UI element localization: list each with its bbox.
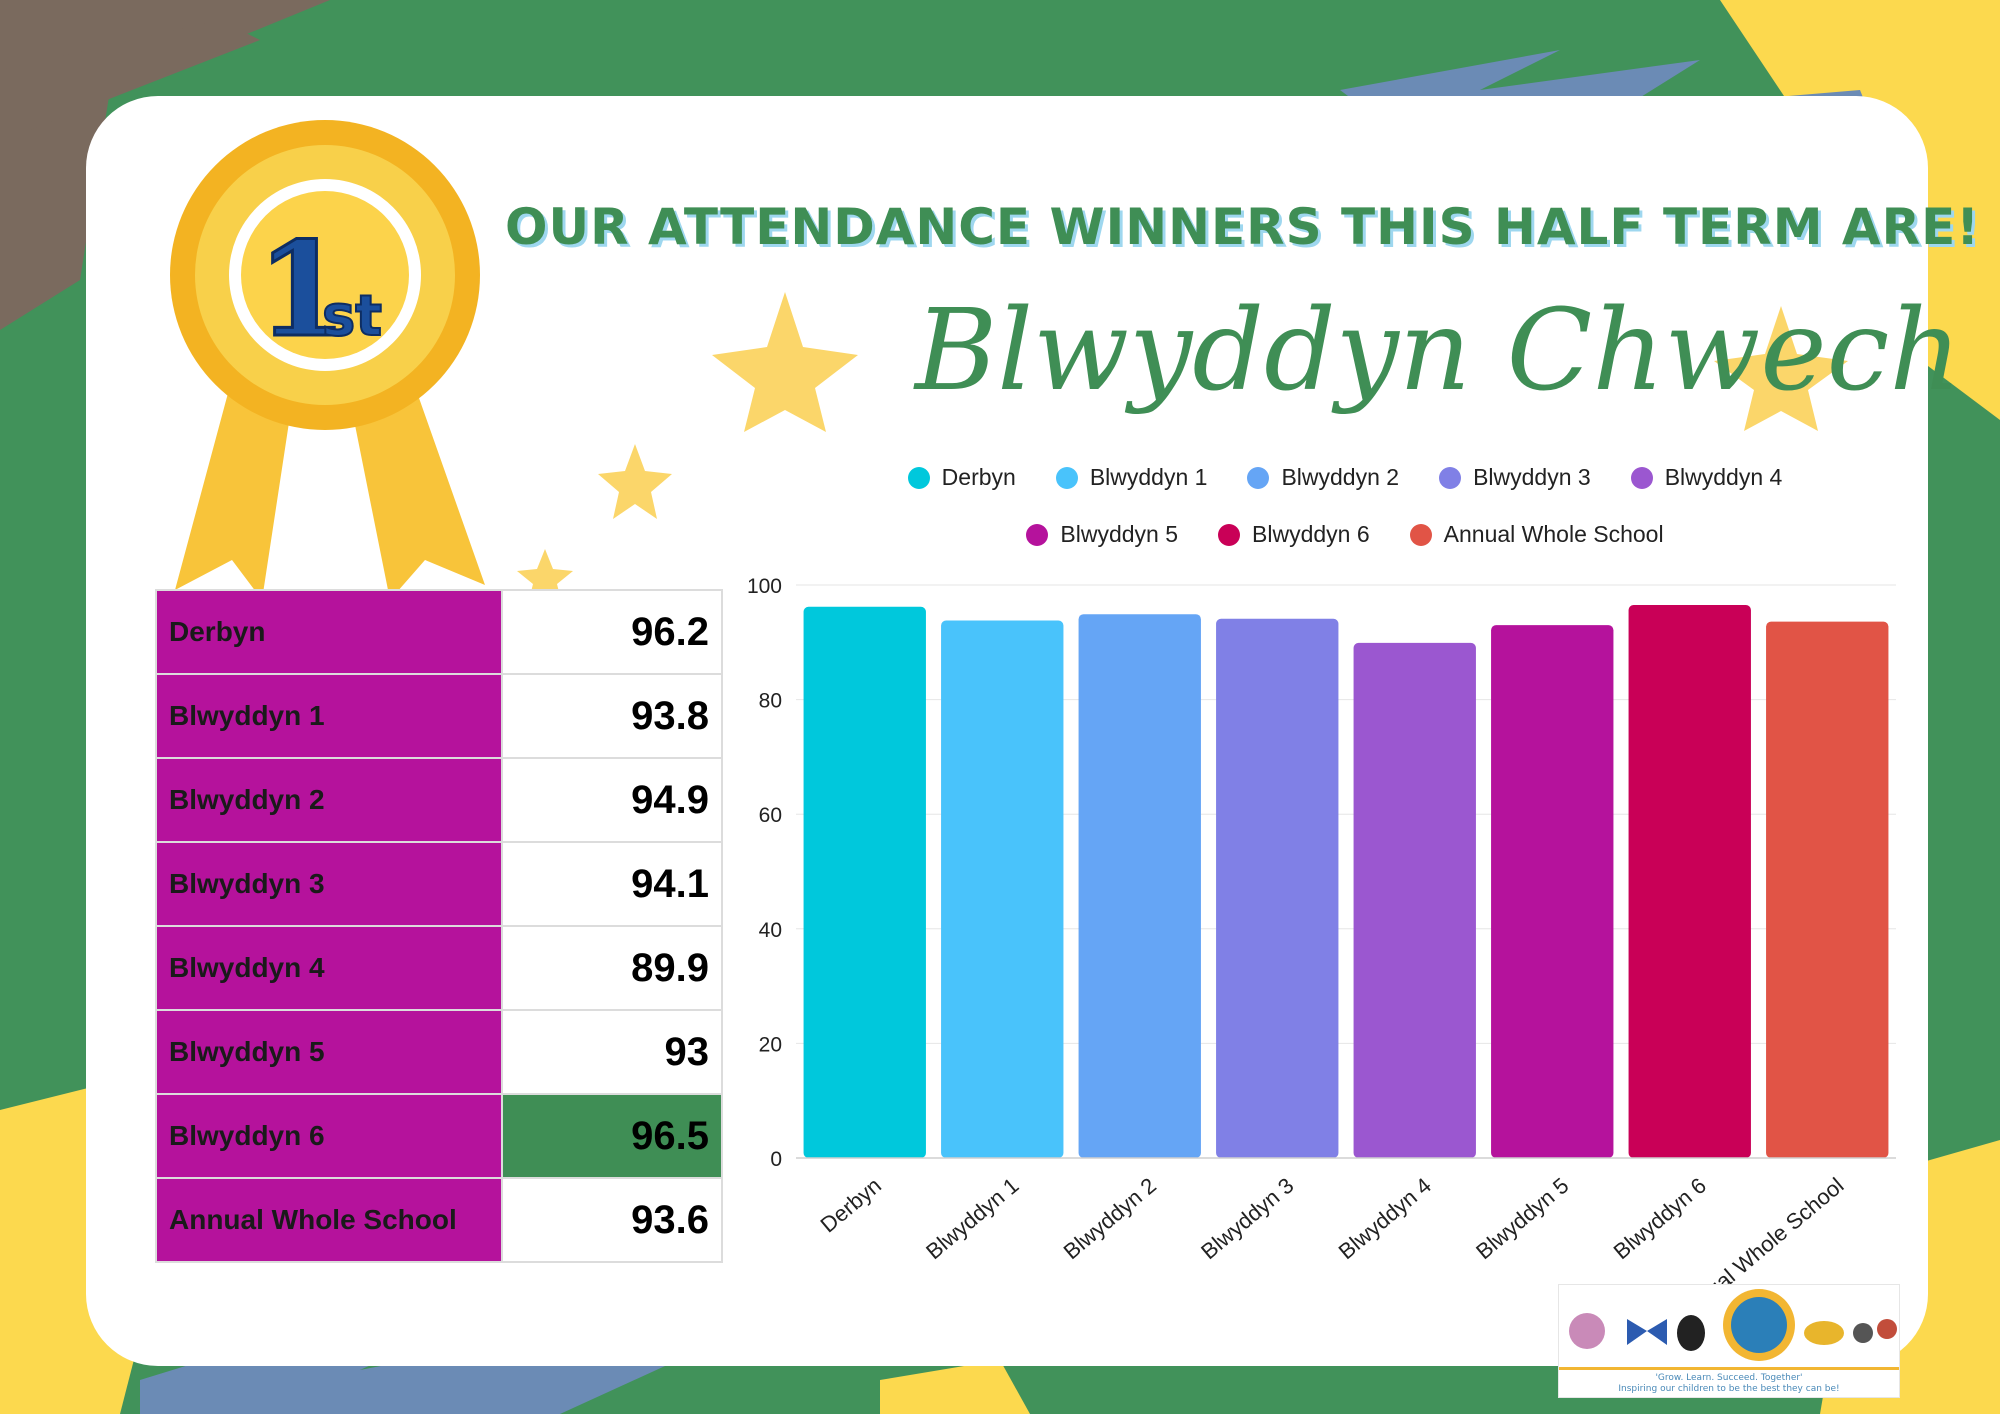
legend-item: Blwyddyn 2 bbox=[1247, 464, 1399, 491]
y-tick-label: 40 bbox=[759, 919, 782, 942]
legend-item: Blwyddyn 3 bbox=[1439, 464, 1591, 491]
legend-label: Blwyddyn 5 bbox=[1060, 521, 1179, 547]
logo-tagline: 'Grow. Learn. Succeed. Together' bbox=[1655, 1373, 1803, 1383]
y-tick-label: 80 bbox=[759, 690, 782, 713]
x-tick-label: Blwyddyn 6 bbox=[1609, 1173, 1711, 1264]
legend-swatch bbox=[1055, 466, 1078, 489]
headline: OUR ATTENDANCE WINNERS THIS HALF TERM AR… bbox=[505, 198, 1981, 256]
row-label: Derbyn bbox=[155, 589, 503, 675]
table-row: Blwyddyn 1 93.8 bbox=[155, 673, 723, 759]
bar bbox=[1353, 642, 1476, 1158]
row-label: Blwyddyn 2 bbox=[155, 757, 503, 843]
legend-swatch bbox=[907, 466, 930, 489]
legend-swatch bbox=[1409, 523, 1432, 546]
legend-label: Blwyddyn 4 bbox=[1664, 464, 1783, 490]
legend-item: Derbyn bbox=[907, 464, 1016, 491]
x-tick-label: Blwyddyn 3 bbox=[1196, 1173, 1298, 1264]
legend-item: Blwyddyn 1 bbox=[1055, 464, 1208, 491]
legend-item: Annual Whole School bbox=[1409, 521, 1664, 548]
row-label: Blwyddyn 1 bbox=[155, 673, 503, 759]
y-tick-label: 100 bbox=[747, 575, 782, 598]
row-label: Blwyddyn 5 bbox=[155, 1009, 503, 1095]
bar bbox=[1491, 625, 1614, 1158]
table-row: Blwyddyn 3 94.1 bbox=[155, 841, 723, 927]
winner-value: 96.5 bbox=[501, 1093, 723, 1179]
legend-label: Blwyddyn 1 bbox=[1089, 464, 1208, 490]
bar bbox=[1078, 614, 1201, 1158]
x-tick-label: Blwyddyn 1 bbox=[921, 1173, 1023, 1264]
bar bbox=[803, 606, 926, 1158]
x-tick-label: Blwyddyn 5 bbox=[1471, 1173, 1573, 1264]
row-value: 94.1 bbox=[501, 841, 723, 927]
x-tick-label: Blwyddyn 4 bbox=[1334, 1173, 1436, 1264]
legend-label: Annual Whole School bbox=[1443, 521, 1664, 547]
row-label: Blwyddyn 4 bbox=[155, 925, 503, 1011]
legend-label: Blwyddyn 6 bbox=[1252, 521, 1370, 547]
legend-item: Blwyddyn 6 bbox=[1218, 521, 1370, 548]
school-logo-icon bbox=[1559, 1289, 1899, 1370]
bar bbox=[1216, 618, 1339, 1158]
legend-item: Blwyddyn 4 bbox=[1630, 464, 1783, 491]
row-value: 93 bbox=[501, 1009, 723, 1095]
row-value: 94.9 bbox=[501, 757, 723, 843]
table-row: Blwyddyn 5 93 bbox=[155, 1009, 723, 1095]
legend-swatch bbox=[1439, 466, 1462, 489]
winner-title: Blwyddyn Chwech bbox=[915, 286, 1962, 416]
legend-swatch bbox=[1218, 523, 1241, 546]
school-logo-strip: 'Grow. Learn. Succeed. Together' Inspiri… bbox=[1558, 1284, 1900, 1398]
table-row: Blwyddyn 2 94.9 bbox=[155, 757, 723, 843]
attendance-table: Derbyn 96.2 Blwyddyn 1 93.8 Blwyddyn 2 94.9… bbox=[155, 589, 723, 1263]
table-row: Annual Whole School 93.6 bbox=[155, 1177, 723, 1263]
legend-label: Derbyn bbox=[941, 464, 1016, 490]
table-row: Derbyn 96.2 bbox=[155, 589, 723, 675]
bar bbox=[1766, 621, 1889, 1158]
legend-item: Blwyddyn 5 bbox=[1026, 521, 1178, 548]
row-value: 96.2 bbox=[501, 589, 723, 675]
logo-tagline-secondary: Inspiring our children to be the best th… bbox=[1618, 1384, 1840, 1394]
y-tick-label: 60 bbox=[759, 804, 782, 827]
x-tick-label: Blwyddyn 2 bbox=[1059, 1173, 1161, 1264]
table-row: Blwyddyn 6 96.5 bbox=[155, 1093, 723, 1179]
legend-label: Blwyddyn 2 bbox=[1281, 464, 1400, 490]
row-value: 93.6 bbox=[501, 1177, 723, 1263]
bar bbox=[1628, 605, 1751, 1158]
chart-legend: Derbyn Blwyddyn 1 Blwyddyn 2 Blwyddyn 3 … bbox=[880, 464, 1810, 578]
legend-swatch bbox=[1026, 523, 1049, 546]
x-tick-label: Derbyn bbox=[816, 1173, 886, 1238]
row-label: Blwyddyn 6 bbox=[155, 1093, 503, 1179]
bar bbox=[941, 620, 1064, 1158]
row-value: 93.8 bbox=[501, 673, 723, 759]
legend-label: Blwyddyn 3 bbox=[1473, 464, 1591, 490]
y-tick-label: 20 bbox=[759, 1033, 782, 1056]
row-value: 89.9 bbox=[501, 925, 723, 1011]
row-label: Blwyddyn 3 bbox=[155, 841, 503, 927]
table-row: Blwyddyn 4 89.9 bbox=[155, 925, 723, 1011]
row-label: Annual Whole School bbox=[155, 1177, 503, 1263]
legend-swatch bbox=[1630, 466, 1653, 489]
y-tick-label: 0 bbox=[770, 1148, 782, 1171]
legend-swatch bbox=[1247, 466, 1270, 489]
